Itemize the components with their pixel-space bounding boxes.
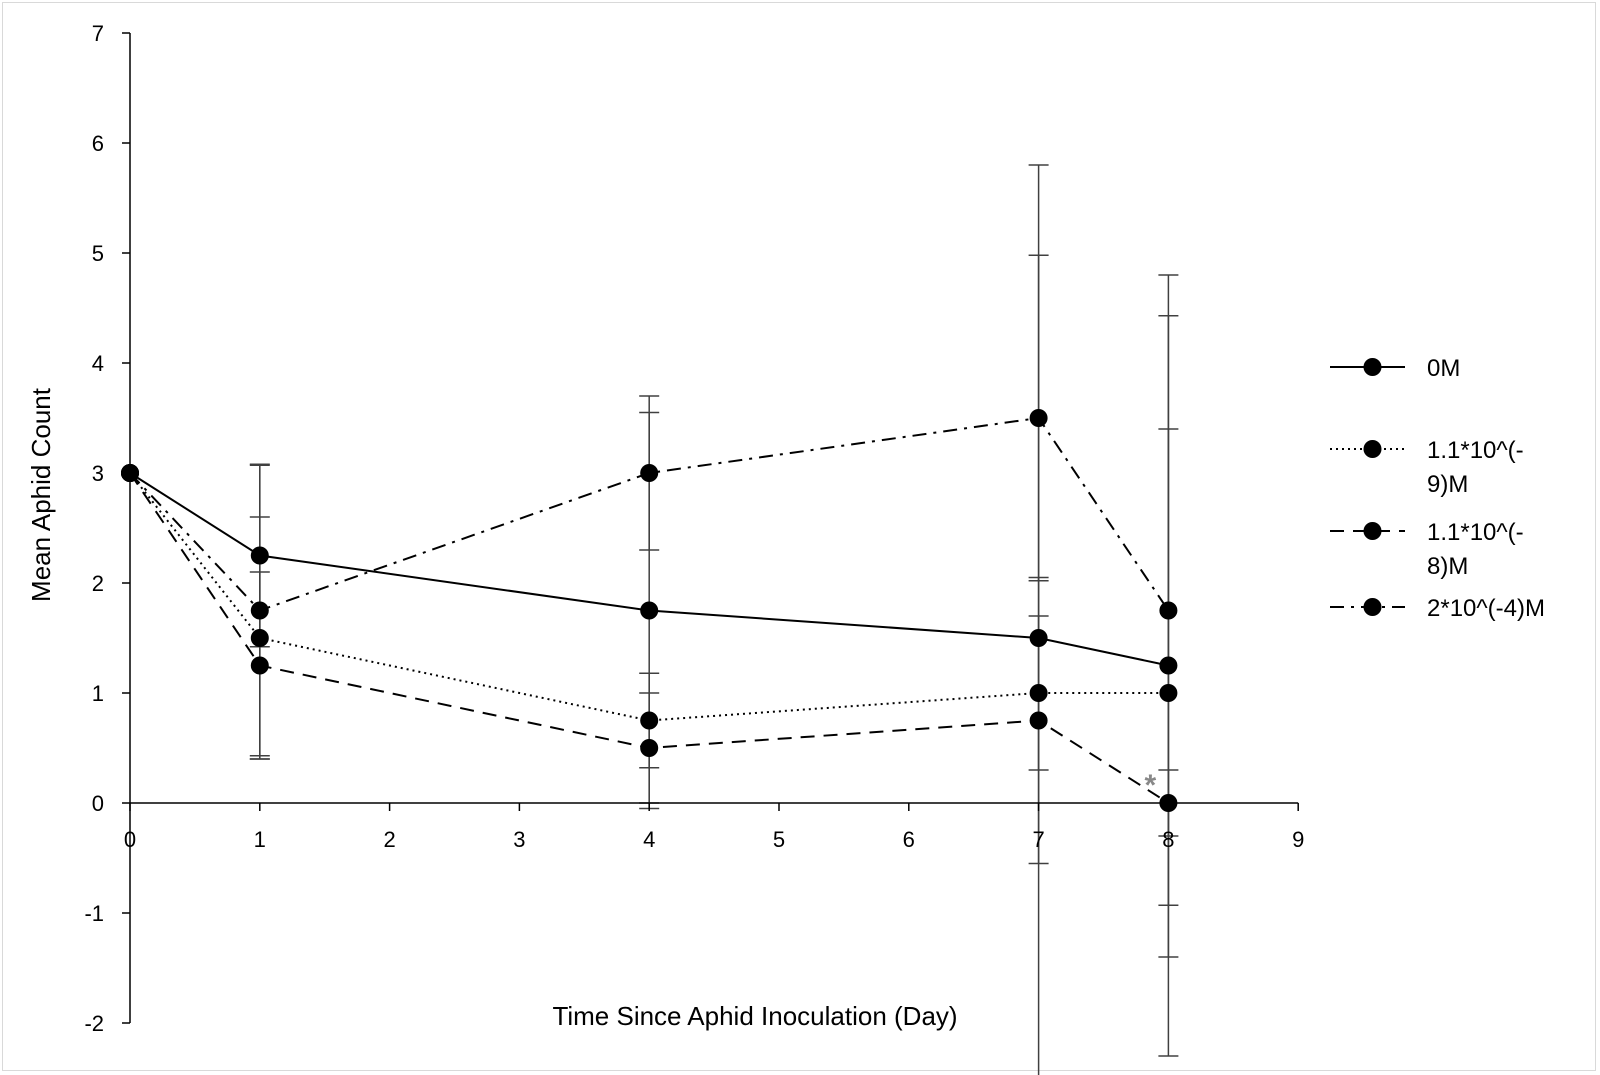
significance-asterisk: * xyxy=(1145,769,1157,802)
data-point xyxy=(1029,409,1048,427)
annotations: * xyxy=(1145,769,1157,802)
data-point xyxy=(1159,794,1178,812)
data-point xyxy=(1029,684,1048,702)
y-tick-label: 7 xyxy=(92,21,104,46)
x-tick-label: 0 xyxy=(124,827,136,852)
x-axis-label: Time Since Aphid Inoculation (Day) xyxy=(552,1001,957,1031)
data-point xyxy=(250,656,269,675)
legend-marker-3 xyxy=(1363,522,1382,540)
y-tick-label: 1 xyxy=(92,681,104,706)
x-tick-label: 2 xyxy=(383,827,395,852)
data-point xyxy=(250,546,269,565)
legend-label-2: 1.1*10^(- xyxy=(1427,437,1524,464)
y-tick-label: 6 xyxy=(92,131,104,156)
legend-marker-2 xyxy=(1363,440,1382,458)
legend: 0M 1.1*10^(- 9)M 1.1*10^(- 8)M 2*10^(-4)M xyxy=(1330,355,1545,622)
data-point xyxy=(640,739,659,757)
x-tick-label: 1 xyxy=(254,827,266,852)
x-tick-label: 3 xyxy=(513,827,525,852)
data-point xyxy=(1159,656,1178,675)
y-tick-label: 4 xyxy=(92,351,104,376)
y-tick-label: -2 xyxy=(84,1011,104,1036)
data-point xyxy=(640,711,659,730)
data-point xyxy=(121,464,139,482)
error-bars xyxy=(249,164,1179,1075)
x-tick-label: 7 xyxy=(1032,827,1044,852)
data-point xyxy=(640,601,659,620)
data-markers xyxy=(121,409,1178,812)
data-point xyxy=(1029,711,1048,730)
y-tick-label: 5 xyxy=(92,241,104,266)
axes: -2 -1 0 1 2 3 4 5 6 7 0 1 2 3 4 5 6 7 8 9 xyxy=(84,21,1304,1036)
data-point xyxy=(640,464,659,482)
y-tick-label: 3 xyxy=(92,461,104,486)
x-tick-label: 8 xyxy=(1162,827,1174,852)
y-axis-label: Mean Aphid Count xyxy=(26,387,56,602)
legend-label-3: 1.1*10^(- xyxy=(1427,519,1524,546)
data-point xyxy=(1159,601,1178,620)
legend-marker-4 xyxy=(1363,598,1382,616)
legend-marker-1 xyxy=(1363,358,1382,376)
legend-label-2: 9)M xyxy=(1427,471,1468,498)
x-tick-label: 4 xyxy=(643,827,655,852)
y-tick-label: -1 xyxy=(84,901,104,926)
legend-label-3: 8)M xyxy=(1427,553,1468,580)
data-point xyxy=(1159,684,1178,702)
x-tick-label: 6 xyxy=(903,827,915,852)
data-point xyxy=(250,601,269,620)
x-tick-label: 9 xyxy=(1292,827,1304,852)
x-tick-label: 5 xyxy=(773,827,785,852)
y-tick-label: 0 xyxy=(92,791,104,816)
legend-label-4: 2*10^(-4)M xyxy=(1427,595,1545,622)
legend-label-1: 0M xyxy=(1427,355,1460,382)
data-point xyxy=(1029,629,1048,647)
y-tick-label: 2 xyxy=(92,571,104,596)
data-point xyxy=(250,629,269,647)
